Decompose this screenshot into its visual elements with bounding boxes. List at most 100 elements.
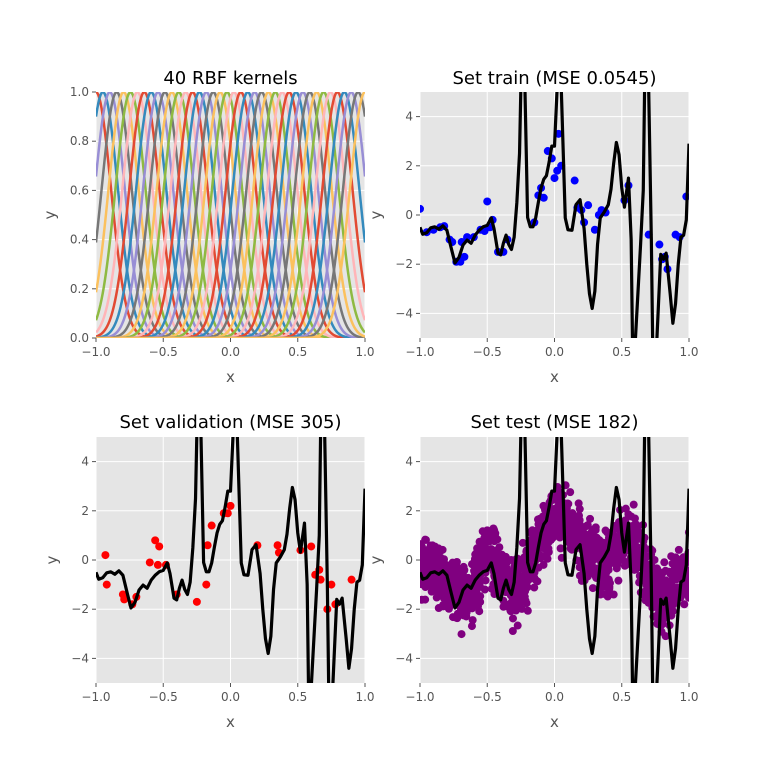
data-point bbox=[226, 501, 235, 510]
x-tick-label: −0.5 bbox=[473, 690, 502, 704]
series bbox=[420, 437, 689, 683]
data-point bbox=[491, 529, 500, 538]
data-point bbox=[555, 489, 564, 498]
data-point bbox=[614, 576, 623, 585]
data-point bbox=[513, 621, 522, 630]
y-tick-label: −2 bbox=[395, 257, 413, 271]
data-point bbox=[604, 590, 613, 599]
x-tick-label: 0.0 bbox=[221, 345, 240, 359]
data-point bbox=[518, 538, 527, 547]
kernel-line bbox=[96, 92, 365, 338]
data-point bbox=[565, 510, 574, 519]
data-point bbox=[120, 595, 129, 604]
data-point bbox=[550, 174, 559, 183]
data-point bbox=[420, 580, 426, 589]
data-point bbox=[457, 630, 466, 639]
x-tick-label: 0.5 bbox=[288, 690, 307, 704]
x-axis-label: x bbox=[550, 713, 559, 731]
data-point bbox=[203, 541, 212, 550]
data-point bbox=[533, 526, 542, 535]
y-ticks: 0.0 0.2 0.4 0.6 0.8 1.0 bbox=[70, 85, 96, 345]
y-tick-label: 4 bbox=[81, 455, 89, 469]
data-point bbox=[608, 558, 617, 567]
data-point bbox=[450, 574, 459, 583]
data-point bbox=[621, 504, 630, 513]
data-point bbox=[584, 201, 593, 210]
kernel-line bbox=[96, 92, 365, 338]
y-tick-label: −2 bbox=[395, 602, 413, 616]
x-axis-label: x bbox=[226, 368, 235, 386]
data-point bbox=[460, 252, 469, 261]
y-tick-label: 0 bbox=[81, 553, 89, 567]
kernel-line bbox=[96, 92, 365, 338]
data-point bbox=[487, 545, 496, 554]
y-ticks: −4 −2 0 2 4 bbox=[71, 455, 96, 665]
data-point bbox=[520, 570, 529, 579]
data-point bbox=[475, 607, 484, 616]
data-point bbox=[655, 240, 664, 249]
x-tick-label: 1.0 bbox=[679, 345, 698, 359]
data-point bbox=[467, 622, 476, 631]
data-point bbox=[463, 233, 472, 242]
x-tick-label: −1.0 bbox=[81, 690, 110, 704]
data-point bbox=[420, 204, 424, 213]
data-point bbox=[439, 601, 448, 610]
data-point bbox=[433, 547, 442, 556]
data-point bbox=[547, 535, 556, 544]
y-tick-label: −2 bbox=[71, 602, 89, 616]
data-point bbox=[567, 534, 576, 543]
y-axis-label: y bbox=[367, 555, 385, 564]
data-point bbox=[550, 512, 559, 521]
panel-title: Set test (MSE 182) bbox=[470, 412, 638, 433]
data-point bbox=[473, 544, 482, 553]
kernel-line bbox=[96, 92, 365, 338]
x-axis-label: x bbox=[550, 368, 559, 386]
data-point bbox=[421, 535, 430, 544]
data-point bbox=[480, 585, 489, 594]
data-point bbox=[498, 553, 507, 562]
data-point bbox=[470, 595, 479, 604]
data-point bbox=[591, 525, 600, 534]
data-point bbox=[588, 584, 597, 593]
data-point bbox=[327, 580, 336, 589]
data-point bbox=[598, 576, 607, 585]
y-ticks: −4 −2 0 2 4 bbox=[395, 455, 420, 665]
x-tick-label: 1.0 bbox=[355, 690, 374, 704]
data-point bbox=[101, 551, 110, 560]
data-point bbox=[202, 580, 211, 589]
series bbox=[96, 92, 365, 338]
y-tick-label: 4 bbox=[405, 455, 413, 469]
x-ticks: −1.0 −0.5 0.0 0.5 1.0 bbox=[81, 338, 375, 359]
data-point bbox=[523, 577, 532, 586]
data-point bbox=[145, 558, 154, 567]
data-point bbox=[462, 612, 471, 621]
data-point bbox=[273, 541, 282, 550]
x-tick-label: 0.0 bbox=[221, 690, 240, 704]
kernel-line bbox=[96, 92, 365, 338]
panel-title: Set train (MSE 0.0545) bbox=[453, 68, 657, 89]
panel-validation: Set validation (MSE 305) −1.0 −0.5 0.0 0.5 1… bbox=[43, 412, 375, 731]
data-point bbox=[620, 561, 629, 570]
data-point bbox=[508, 627, 517, 635]
kernel-line bbox=[96, 92, 365, 338]
data-point bbox=[586, 514, 595, 523]
data-point bbox=[434, 577, 443, 586]
x-tick-label: 1.0 bbox=[679, 690, 698, 704]
data-point bbox=[427, 587, 436, 596]
y-tick-label: 2 bbox=[405, 504, 413, 518]
data-point bbox=[556, 544, 565, 553]
data-point bbox=[153, 560, 162, 569]
data-point bbox=[540, 552, 549, 561]
kernel-line bbox=[96, 92, 365, 338]
y-tick-label: 2 bbox=[405, 159, 413, 173]
y-tick-label: 4 bbox=[405, 110, 413, 124]
data-point bbox=[519, 562, 528, 571]
data-point bbox=[492, 554, 501, 563]
data-point bbox=[566, 544, 575, 553]
kernel-line bbox=[96, 92, 365, 338]
data-point bbox=[663, 579, 672, 588]
data-point bbox=[669, 585, 678, 594]
data-point bbox=[443, 593, 452, 602]
data-point bbox=[347, 575, 356, 584]
data-point bbox=[451, 565, 460, 574]
